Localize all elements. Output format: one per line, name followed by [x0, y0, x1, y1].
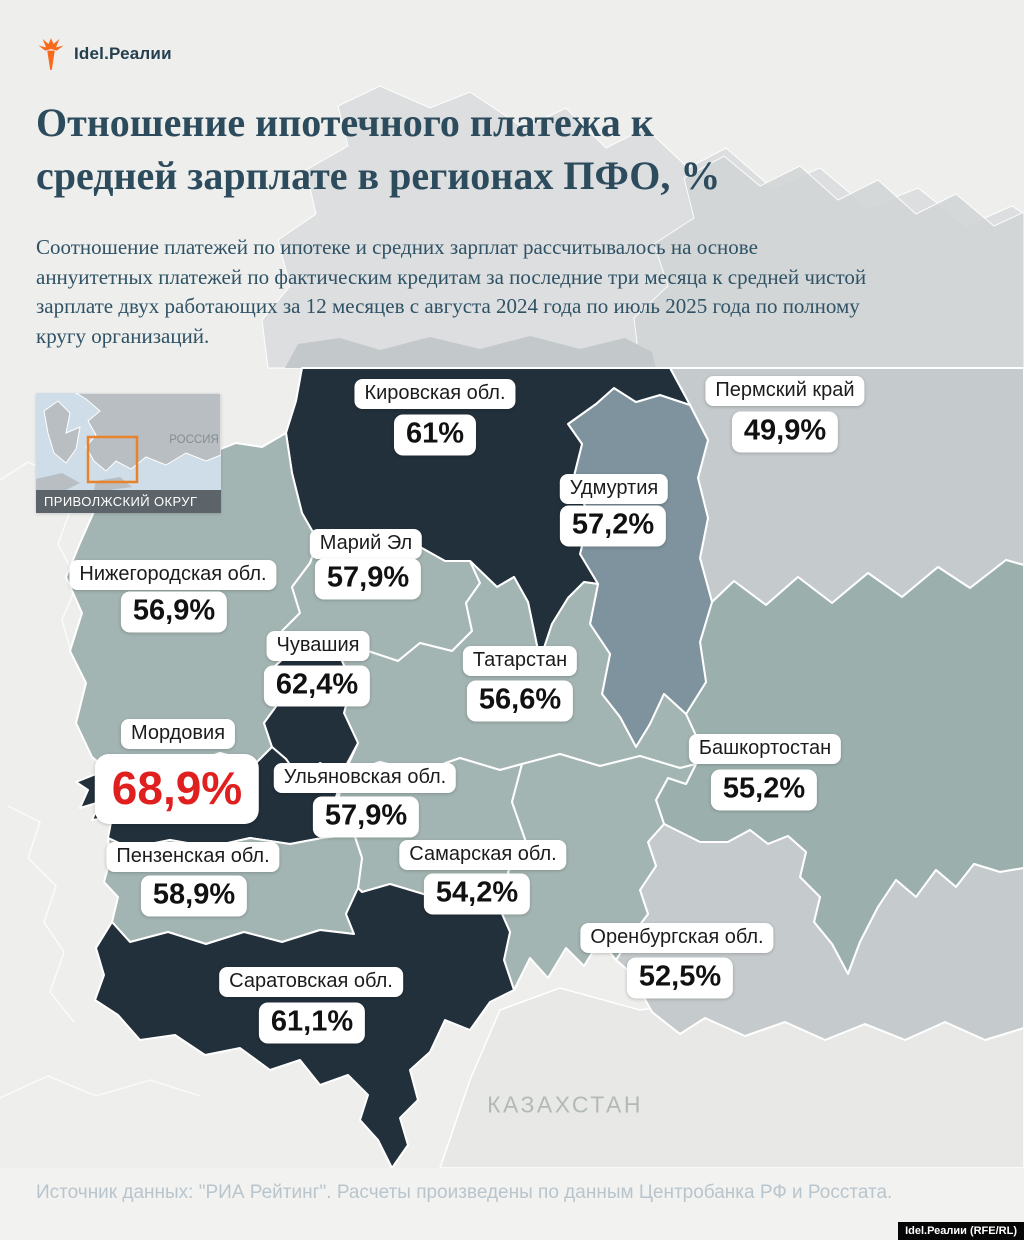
neighbor-border: [0, 1075, 201, 1099]
region-label-mordovia: Мордовия: [120, 719, 236, 749]
inset-country-label: РОССИЯ: [169, 434, 219, 446]
region-name: Чувашия: [266, 631, 370, 661]
region-value: 57,9%: [314, 558, 422, 600]
region-value: 61%: [393, 414, 477, 456]
region-label-kirov: Кировская обл.: [354, 379, 516, 409]
region-value-samara: 54,2%: [423, 873, 531, 915]
inset-locator-map: РОССИЯ ПРИВОЛЖСКИЙ ОКРУГ: [36, 393, 221, 513]
region-value-orenburg: 52,5%: [626, 957, 734, 999]
logo: Idel.Реалии: [36, 36, 172, 72]
page-subtitle: Соотношение платежей по ипотеке и средни…: [36, 233, 996, 351]
region-name: Удмуртия: [559, 474, 669, 504]
region-name: Башкортостан: [688, 734, 842, 764]
region-value-kirov: 61%: [393, 414, 477, 456]
region-label-ulyanovsk: Ульяновская обл.: [273, 763, 457, 793]
region-value: 57,9%: [312, 796, 420, 838]
region-value: 61,1%: [258, 1002, 366, 1044]
region-value: 57,2%: [559, 505, 667, 547]
region-label-udmurtia: Удмуртия: [559, 474, 669, 504]
region-name: Татарстан: [462, 646, 578, 676]
text-line: средней зарплате в регионах ПФО, %: [36, 153, 721, 199]
region-name: Нижегородская обл.: [69, 560, 277, 590]
region-value-mordovia: 68,9%: [94, 754, 260, 824]
torch-icon: [38, 38, 64, 70]
region-value-bashkir: 55,2%: [710, 769, 818, 811]
neighbor-border: [7, 805, 75, 1023]
background-silhouette: [285, 336, 656, 368]
region-value: 56,9%: [120, 591, 228, 633]
region-value-nn: 56,9%: [120, 591, 228, 633]
neighbor-border: [0, 461, 79, 649]
region-label-penza: Пензенская обл.: [106, 842, 280, 872]
region-value: 62,4%: [263, 665, 371, 707]
text-line: Соотношение платежей по ипотеке и средни…: [36, 235, 758, 259]
region-value: 56,6%: [466, 680, 574, 722]
region-value-penza: 58,9%: [140, 875, 248, 917]
region-value-saratov: 61,1%: [258, 1002, 366, 1044]
text-line: зарплате двух работающих за 12 месяцев с…: [36, 294, 860, 319]
region-name: Ульяновская обл.: [273, 763, 457, 793]
region-name: Самарская обл.: [399, 840, 567, 870]
region-label-bashkir: Башкортостан: [688, 734, 842, 764]
logo-text: Idel.Реалии: [74, 44, 172, 63]
region-label-nn: Нижегородская обл.: [69, 560, 277, 590]
region-name: Оренбургская обл.: [580, 923, 774, 953]
region-value: 55,2%: [710, 769, 818, 811]
region-value-ulyanovsk: 57,9%: [312, 796, 420, 838]
region-value-chuvashia: 62,4%: [263, 665, 371, 707]
region-value: 52,5%: [626, 957, 734, 999]
region-name: Пермский край: [705, 376, 865, 406]
region-value-perm: 49,9%: [731, 411, 839, 453]
region-value: 54,2%: [423, 873, 531, 915]
inset-map-art: РОССИЯ: [36, 393, 221, 490]
region-name: Кировская обл.: [354, 379, 516, 409]
region-label-orenburg: Оренбургская обл.: [580, 923, 774, 953]
region-value-udmurtia: 57,2%: [559, 505, 667, 547]
region-label-tatarstan: Татарстан: [462, 646, 578, 676]
region-label-chuvashia: Чувашия: [266, 631, 370, 661]
page-title: Отношение ипотечного платежа к средней за…: [36, 96, 936, 202]
region-name: Саратовская обл.: [219, 967, 403, 997]
region-value: 68,9%: [94, 754, 260, 824]
region-label-mariel: Марий Эл: [309, 529, 423, 559]
text-line: Отношение ипотечного платежа к: [36, 100, 654, 145]
text-line: кругу организаций.: [36, 323, 210, 348]
region-value-tatarstan: 56,6%: [466, 680, 574, 722]
region-name: Марий Эл: [309, 529, 423, 559]
neighbor-country-label: КАЗАХСТАН: [487, 1091, 643, 1118]
region-name: Пензенская обл.: [106, 842, 280, 872]
region-value: 58,9%: [140, 875, 248, 917]
region-value: 49,9%: [731, 411, 839, 453]
data-source-note: Источник данных: "РИА Рейтинг". Расчеты …: [36, 1182, 893, 1203]
region-label-saratov: Саратовская обл.: [219, 967, 403, 997]
region-label-samara: Самарская обл.: [399, 840, 567, 870]
text-line: аннуитетных платежей по фактическим кред…: [36, 264, 867, 289]
inset-district-label: ПРИВОЛЖСКИЙ ОКРУГ: [36, 490, 221, 513]
region-label-perm: Пермский край: [705, 376, 865, 406]
credit-badge: Idel.Реалии (RFE/RL): [898, 1222, 1024, 1240]
footer-band: [0, 1168, 1024, 1240]
region-value-mariel: 57,9%: [314, 558, 422, 600]
inset-focus-rect: [86, 435, 139, 484]
background-silhouette: [633, 155, 1024, 369]
region-name: Мордовия: [120, 719, 236, 749]
